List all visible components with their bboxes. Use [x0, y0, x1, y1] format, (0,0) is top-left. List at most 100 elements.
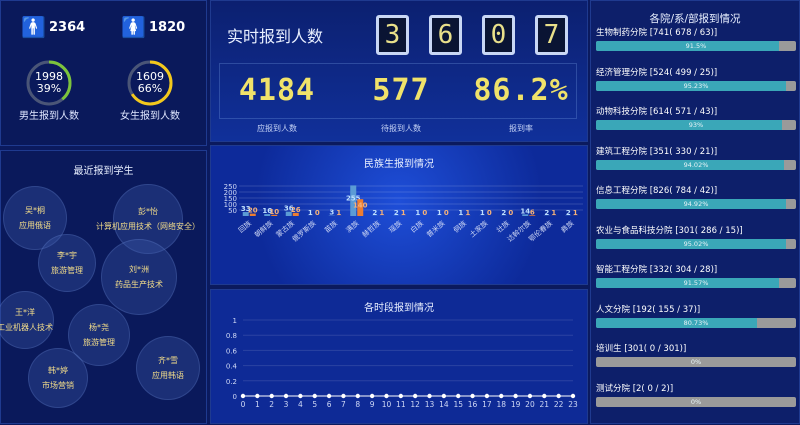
x-tick-label: 5: [312, 400, 317, 409]
x-tick-label: 13: [425, 400, 435, 409]
department-progress-bar: 0%: [596, 357, 796, 367]
hourly-point: [442, 394, 446, 398]
bar-value-label: 0: [508, 209, 513, 217]
hourly-point: [528, 394, 532, 398]
hourly-point: [413, 394, 417, 398]
student-name: 王*洋: [15, 305, 35, 320]
student-bubble: 齐*雪应用韩语: [136, 336, 200, 400]
x-tick-label: 15: [453, 400, 463, 409]
department-percent: 91.57%: [596, 278, 796, 288]
x-tick-label: 12: [410, 400, 420, 409]
y-tick-label: 0.8: [226, 332, 237, 340]
student-name: 刘*洲: [129, 262, 149, 277]
student-major: 药品生产技术: [115, 277, 163, 292]
departments-title: 各院/系/部报到情况: [591, 11, 799, 26]
x-tick-label: 23: [568, 400, 578, 409]
department-progress-bar: 93%: [596, 120, 796, 130]
hourly-point: [341, 394, 345, 398]
department-item: 动物科技分院 [614( 571 / 43)] 93%: [596, 105, 796, 130]
department-label: 人文分院 [192( 155 / 37)]: [596, 303, 796, 315]
hourly-point: [556, 394, 560, 398]
departments-panel: 各院/系/部报到情况 生物制药分院 [741( 678 / 63)] 91.5%…: [590, 0, 800, 424]
hourly-point: [427, 394, 431, 398]
student-name: 韩*婷: [48, 363, 68, 378]
bar-value-label: 1: [401, 209, 406, 217]
x-tick-label: 1: [255, 400, 260, 409]
female-total: 1820: [149, 20, 185, 35]
student-major: 市场营销: [42, 378, 74, 393]
x-tick-label: 16: [468, 400, 478, 409]
department-progress-bar: 94.92%: [596, 199, 796, 209]
x-tick-label: 瑶族: [387, 219, 404, 235]
x-tick-label: 2: [269, 400, 274, 409]
department-label: 培训生 [301( 0 / 301)]: [596, 342, 796, 354]
y-tick-label: 0.4: [226, 363, 238, 371]
bar-value-label: 1: [379, 209, 384, 217]
department-progress-bar: 95.02%: [596, 239, 796, 249]
x-tick-label: 彝族: [559, 219, 576, 235]
bar-value-label: 2: [501, 209, 506, 217]
department-label: 生物制药分院 [741( 678 / 63)]: [596, 26, 796, 38]
x-tick-label: 19: [511, 400, 521, 409]
department-label: 经济管理分院 [524( 499 / 25)]: [596, 66, 796, 78]
hourly-point: [255, 394, 259, 398]
bar-value-label: 1: [573, 209, 578, 217]
hourly-point: [313, 394, 317, 398]
bar-value-label: 140: [353, 202, 368, 210]
x-tick-label: 普米族: [425, 219, 447, 239]
x-tick-label: 3: [284, 400, 289, 409]
y-tick-label: 0: [233, 393, 237, 401]
department-percent: 95.23%: [596, 81, 796, 91]
female-label: 女生报到人数: [100, 107, 200, 122]
female-percent: 66%: [126, 83, 174, 95]
digit-box: 7: [535, 15, 568, 55]
hourly-point: [241, 394, 245, 398]
department-label: 农业与食品科技分院 [301( 286 / 15)]: [596, 224, 796, 236]
department-label: 测试分院 [2( 0 / 2)]: [596, 382, 796, 394]
male-person-icon: 🚹: [21, 15, 46, 39]
department-item: 信息工程分院 [826( 784 / 42)] 94.92%: [596, 184, 796, 209]
student-major: 应用韩语: [152, 368, 184, 383]
department-percent: 94.92%: [596, 199, 796, 209]
bar-value-label: 1: [415, 209, 420, 217]
x-tick-label: 20: [525, 400, 535, 409]
hourly-point: [571, 394, 575, 398]
bar-value-label: 2: [544, 209, 549, 217]
x-tick-label: 0: [241, 400, 246, 409]
department-label: 信息工程分院 [826( 784 / 42)]: [596, 184, 796, 196]
x-tick-label: 18: [496, 400, 506, 409]
bar-value-label: 2: [394, 209, 399, 217]
x-tick-label: 俄罗斯族: [290, 219, 317, 244]
student-major: 计算机应用技术（网络安全）: [96, 219, 200, 234]
total-expected-label: 应报到人数: [217, 123, 337, 134]
bar-value-label: 1: [551, 209, 556, 217]
student-name: 吴*桐: [25, 203, 45, 218]
x-tick-label: 17: [482, 400, 492, 409]
x-tick-label: 9: [370, 400, 375, 409]
student-major: 工业机器人技术: [0, 320, 53, 335]
x-tick-label: 侗族: [452, 219, 469, 235]
bar-value-label: 0: [422, 209, 427, 217]
student-major: 旅游管理: [83, 335, 115, 350]
recent-title: 最近报到学生: [1, 162, 206, 177]
student-bubble: 韩*婷市场营销: [28, 348, 88, 408]
x-tick-label: 满族: [344, 219, 361, 235]
student-name: 李*宇: [57, 248, 77, 263]
student-bubble: 李*宇旅游管理: [38, 234, 96, 292]
bar-value-label: 1: [308, 209, 313, 217]
hourly-point: [384, 394, 388, 398]
department-label: 建筑工程分院 [351( 330 / 21)]: [596, 145, 796, 157]
student-major: 应用俄语: [19, 218, 51, 233]
male-label: 男生报到人数: [0, 107, 99, 122]
hourly-point: [370, 394, 374, 398]
x-tick-label: 鄂伦春族: [527, 219, 554, 244]
department-item: 农业与食品科技分院 [301( 286 / 15)] 95.02%: [596, 224, 796, 249]
department-progress-bar: 0%: [596, 397, 796, 407]
recent-students-panel: 最近报到学生 吴*桐应用俄语彭*怡计算机应用技术（网络安全）李*宇旅游管理刘*洲…: [0, 150, 207, 424]
hourly-point: [284, 394, 288, 398]
bar-value-label: 1: [437, 209, 442, 217]
bar-value-label: 2: [566, 209, 571, 217]
